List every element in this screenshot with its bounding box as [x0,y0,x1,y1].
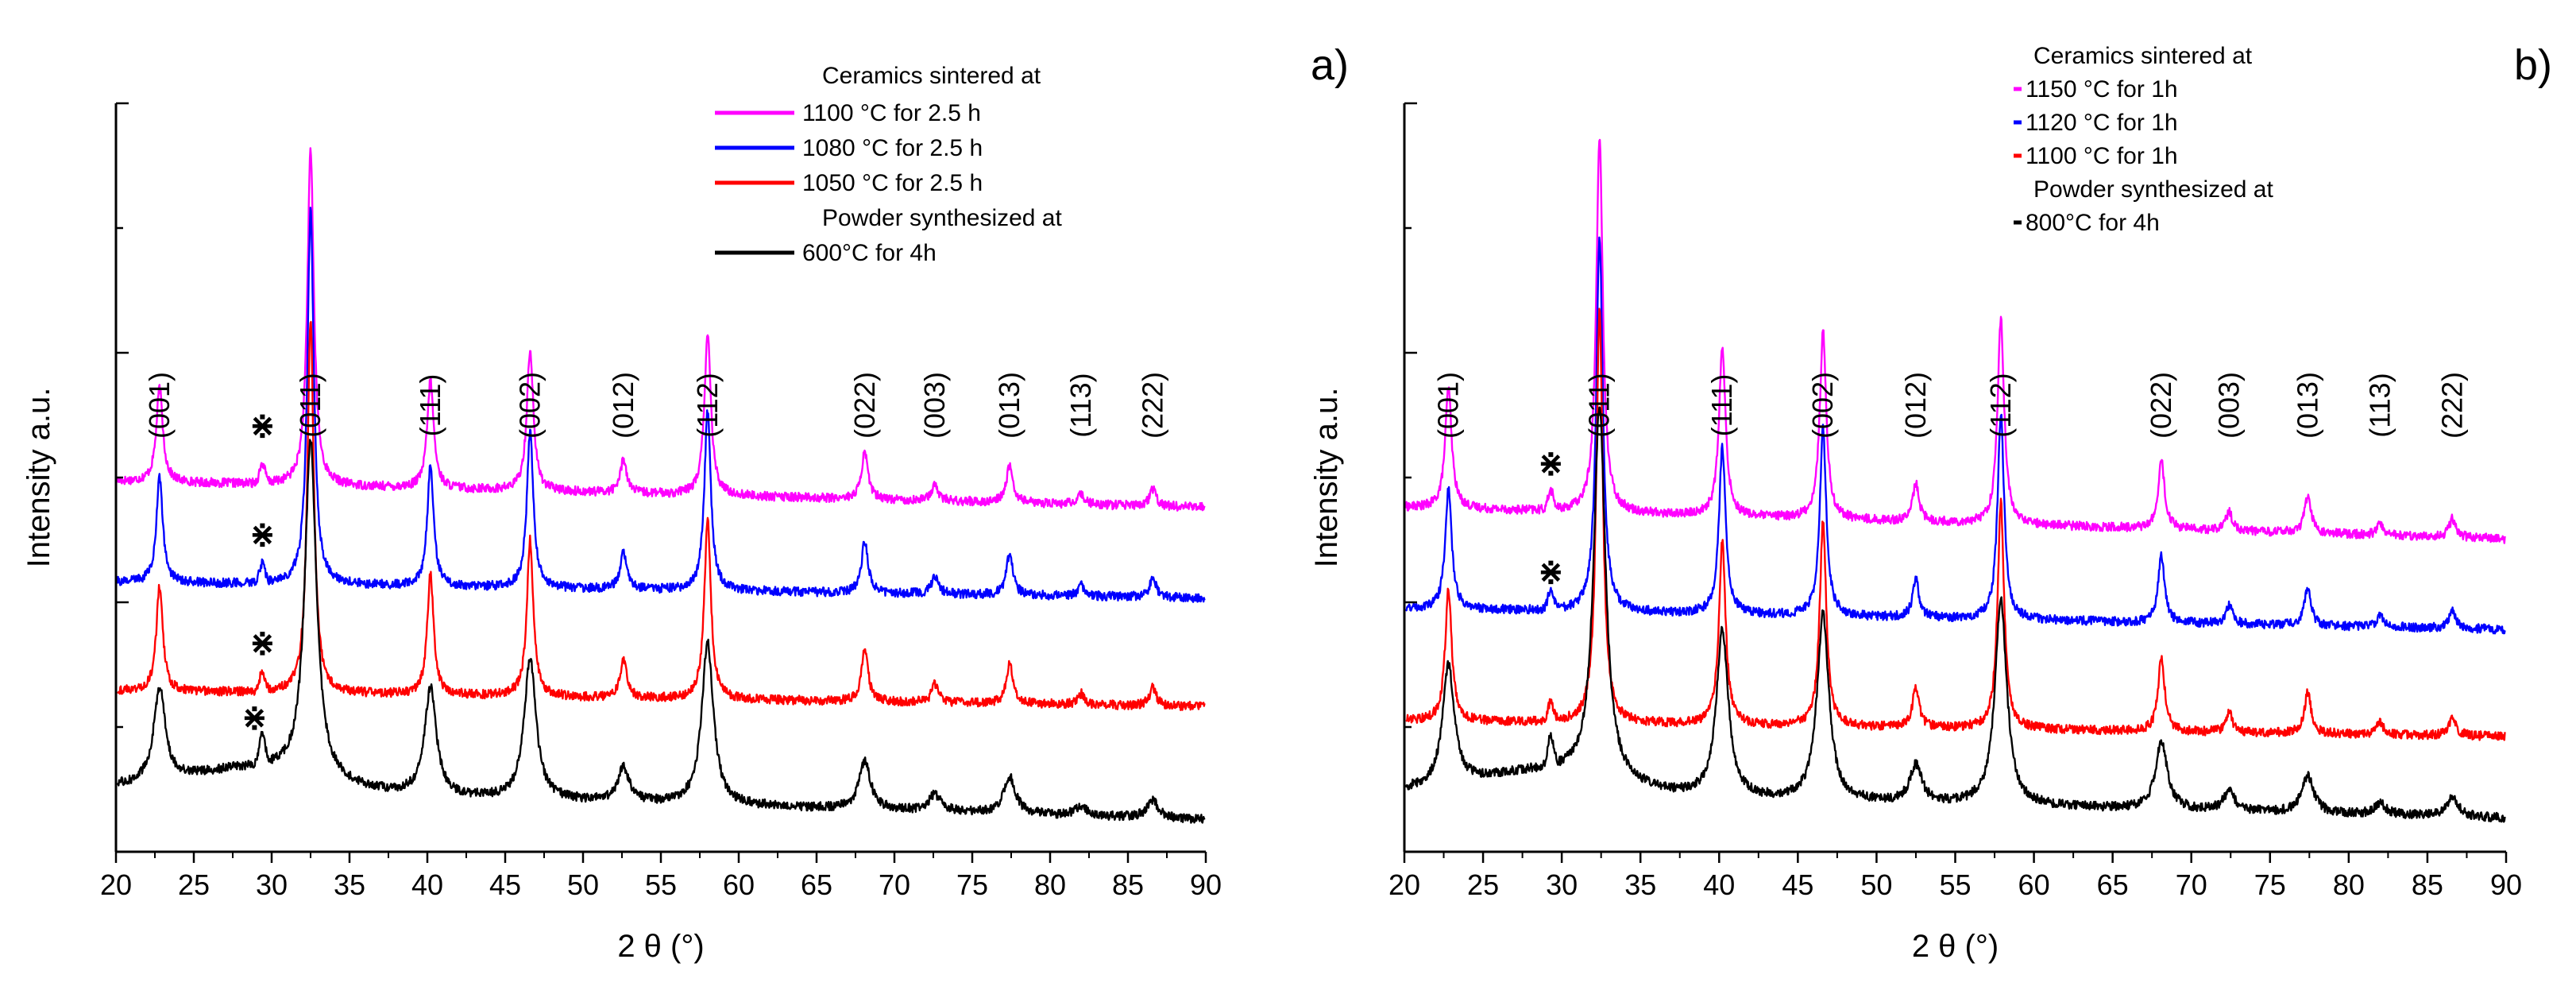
legend-header: Ceramics sintered at [822,63,1041,89]
legend-entry-3: 800°C for 4h [2026,210,2160,236]
legend-entry-2: 1100 °C for 1h [2026,143,2178,169]
x-tick-label: 20 [100,868,132,901]
hkl-label: (011) [294,373,326,437]
legend-entry-3: 600°C for 4h [802,240,937,266]
x-tick-label: 30 [256,868,288,901]
impurity-marker: ⋇ [1538,446,1565,481]
series-line-1 [1404,236,2506,635]
x-tick-label: 50 [567,868,599,901]
x-tick-label: 75 [2254,868,2286,901]
x-tick-label: 45 [1782,868,1813,901]
panel-label: b) [2514,41,2552,89]
hkl-label: (112) [1984,373,2017,437]
panel-a: ⋇ ⋇ ⋇ ⋇ (001) (011) (111) (002) (012) (112) (022) (… [21,41,1349,964]
series-line-1 [116,207,1206,603]
x-tick-label: 90 [2490,868,2522,901]
hkl-label: (011) [1583,373,1616,437]
x-tick-label: 70 [2176,868,2207,901]
impurity-marker: ⋇ [249,408,276,443]
hkl-label: (113) [1064,373,1097,437]
hkl-label: (022) [2145,372,2177,439]
x-tick-label: 35 [1624,868,1656,901]
y-axis-title: Intensity a.u. [1309,388,1344,568]
x-tick-label: 40 [1703,868,1735,901]
x-tick-label: 50 [1860,868,1892,901]
x-tick-label: 80 [2333,868,2365,901]
x-tick-label: 70 [879,868,910,901]
hkl-label: (112) [691,373,724,437]
series-line-3 [1404,406,2506,823]
x-tick-label: 20 [1388,868,1420,901]
legend-header: Ceramics sintered at [2033,43,2253,69]
hkl-label: (222) [2436,372,2469,439]
impurity-marker: ⋇ [241,701,268,736]
x-tick-label: 65 [801,868,832,901]
hkl-label: (003) [918,372,951,439]
hkl-label: (222) [1136,372,1168,439]
x-tick-label: 35 [334,868,365,901]
hkl-label: (001) [143,372,176,439]
series-line-3 [116,439,1206,824]
hkl-label: (012) [1899,372,1932,439]
series-line-2 [1405,307,2506,741]
legend-entry-0: 1150 °C for 1h [2026,76,2178,102]
hkl-label: (003) [2212,372,2245,439]
legend-header: Powder synthesized at [2033,176,2273,203]
panel-label: a) [1311,41,1349,89]
hkl-label: (111) [1705,374,1738,437]
x-axis-title: 2 θ (°) [617,929,704,964]
x-tick-label: 25 [1467,868,1499,901]
legend-entry-1: 1120 °C for 1h [2026,110,2178,136]
hkl-label: (013) [2291,372,2323,439]
x-axis-title: 2 θ (°) [1912,929,1999,964]
impurity-marker: ⋇ [1538,555,1565,590]
hkl-label: (013) [993,372,1025,439]
x-tick-label: 25 [178,868,210,901]
x-tick-label: 45 [489,868,521,901]
y-axis-title: Intensity a.u. [21,388,56,568]
x-tick-label: 85 [2412,868,2443,901]
x-tick-label: 85 [1112,868,1144,901]
series-line-0 [116,147,1206,512]
series-line-0 [1404,138,2506,544]
hkl-label: (111) [414,374,446,437]
x-tick-label: 30 [1546,868,1578,901]
impurity-marker: ⋇ [249,625,276,660]
hkl-label: (001) [1431,372,1464,439]
legend-header: Powder synthesized at [822,205,1062,231]
hkl-label: (113) [2363,373,2396,437]
hkl-label: (002) [1806,372,1839,439]
x-tick-label: 40 [411,868,443,901]
x-tick-label: 55 [1939,868,1971,901]
x-tick-label: 75 [956,868,988,901]
legend-entry-1: 1080 °C for 2.5 h [802,135,983,161]
x-tick-label: 60 [2018,868,2050,901]
hkl-label: (022) [848,372,881,439]
x-tick-label: 60 [723,868,755,901]
impurity-marker: ⋇ [249,517,276,552]
x-tick-label: 65 [2097,868,2129,901]
hkl-label: (002) [513,372,546,439]
legend-entry-2: 1050 °C for 2.5 h [802,170,983,196]
series-line-2 [117,321,1206,711]
x-tick-label: 55 [645,868,677,901]
legend-entry-0: 1100 °C for 2.5 h [802,100,981,126]
x-tick-label: 80 [1034,868,1066,901]
x-tick-label: 90 [1190,868,1222,901]
panel-b: ⋇ ⋇ (001) (011) (111) (002) (012) (112) (022) (00… [1309,41,2552,964]
hkl-label: (012) [607,372,639,439]
